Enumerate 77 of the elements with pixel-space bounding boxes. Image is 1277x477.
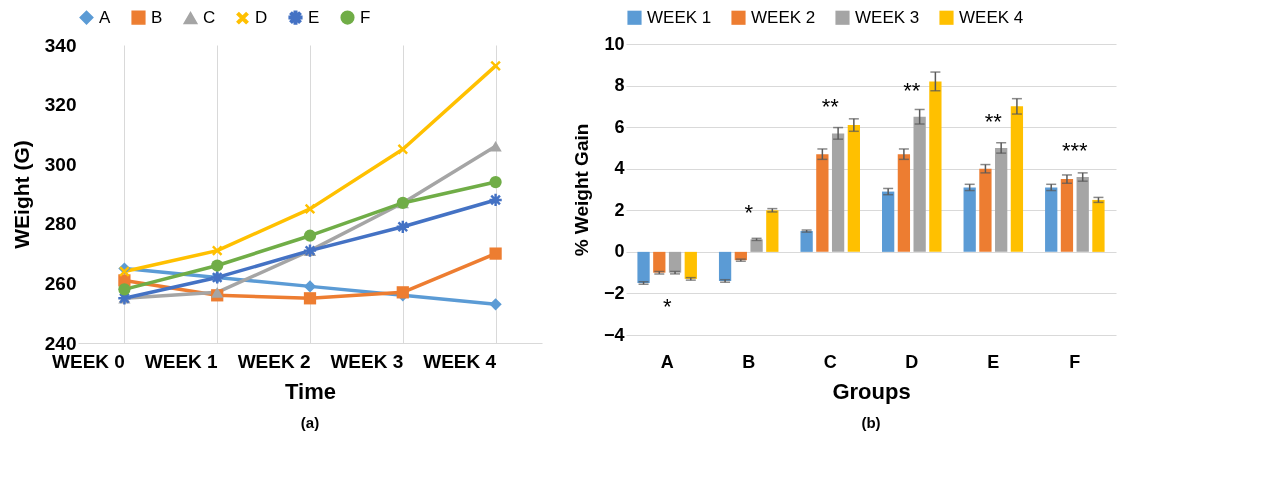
bar xyxy=(831,133,845,252)
annotation: ** xyxy=(821,94,840,120)
x-tick-label: E xyxy=(987,351,1000,372)
y-axis-title: % Weight Gain xyxy=(570,123,592,257)
legend-label: A xyxy=(99,7,111,27)
x-tick-label: C xyxy=(823,351,837,372)
bar xyxy=(929,81,942,252)
x-tick-label: F xyxy=(1069,351,1081,372)
point xyxy=(489,247,502,260)
y-tick-label: 300 xyxy=(44,153,77,175)
text: (b) xyxy=(861,414,881,431)
y-tick-label: 2 xyxy=(614,199,625,220)
legend-label: WEEK 4 xyxy=(959,7,1024,27)
y-axis-title: WEight (G) xyxy=(9,140,33,249)
legend-label: C xyxy=(203,8,216,28)
x-tick-label: WEEK 1 xyxy=(144,350,219,372)
y-tick-label: 10 xyxy=(604,33,625,54)
legend-label: D xyxy=(255,8,268,28)
bar xyxy=(816,154,829,252)
x-tick-label: D xyxy=(905,351,919,372)
point xyxy=(303,280,317,293)
bar xyxy=(1060,179,1074,252)
bar xyxy=(913,116,926,252)
x-tick-label: WEEK 3 xyxy=(330,350,404,372)
y-tick-label: 4 xyxy=(614,158,625,179)
x-axis-title: Time xyxy=(285,378,336,404)
bar xyxy=(637,251,650,284)
point xyxy=(211,287,224,298)
legend-label: B xyxy=(151,7,163,27)
annotation: ** xyxy=(903,77,921,103)
point xyxy=(489,298,502,311)
point xyxy=(489,175,502,189)
bar xyxy=(668,251,682,273)
annotation: *** xyxy=(1061,138,1089,164)
bar xyxy=(995,147,1008,252)
bar xyxy=(766,210,779,252)
point xyxy=(212,245,223,256)
bar xyxy=(750,239,763,252)
point xyxy=(303,292,317,305)
x-tick-label: B xyxy=(742,351,756,372)
point xyxy=(489,193,502,207)
y-tick-label: 280 xyxy=(44,213,77,235)
annotation: * xyxy=(744,200,754,226)
x-axis-title: Groups xyxy=(832,378,911,404)
bar xyxy=(800,231,813,252)
annotation: * xyxy=(662,293,672,319)
point xyxy=(489,141,502,152)
legend-label: WEEK 2 xyxy=(751,7,816,27)
y-tick-label: −4 xyxy=(603,324,625,345)
y-tick-label: 0 xyxy=(614,241,625,262)
bar xyxy=(684,251,697,279)
annotation: ** xyxy=(984,108,1003,134)
x-tick-label: A xyxy=(660,351,674,372)
x-tick-label: WEEK 2 xyxy=(237,350,311,372)
y-tick-label: 340 xyxy=(44,34,77,56)
x-tick-label: WEEK 4 xyxy=(423,350,497,372)
point xyxy=(490,60,501,72)
y-tick-label: 320 xyxy=(44,94,77,116)
point xyxy=(211,259,224,272)
legend-label: WEEK 1 xyxy=(647,7,712,27)
legend-label: E xyxy=(308,7,320,27)
bar xyxy=(718,251,732,281)
legend-label: WEEK 3 xyxy=(855,7,920,27)
point xyxy=(118,283,131,296)
bar xyxy=(653,251,666,273)
y-tick-label: 8 xyxy=(614,75,625,96)
bar xyxy=(847,125,860,252)
point xyxy=(397,144,408,155)
bar xyxy=(1010,106,1024,252)
y-tick-label: 260 xyxy=(44,272,77,294)
bar xyxy=(897,154,911,252)
legend-label: F xyxy=(360,7,371,27)
y-tick-label: −2 xyxy=(603,282,625,303)
y-tick-label: 6 xyxy=(614,116,625,137)
point xyxy=(303,229,317,242)
text: (a) xyxy=(300,414,320,431)
bar xyxy=(1076,177,1089,252)
